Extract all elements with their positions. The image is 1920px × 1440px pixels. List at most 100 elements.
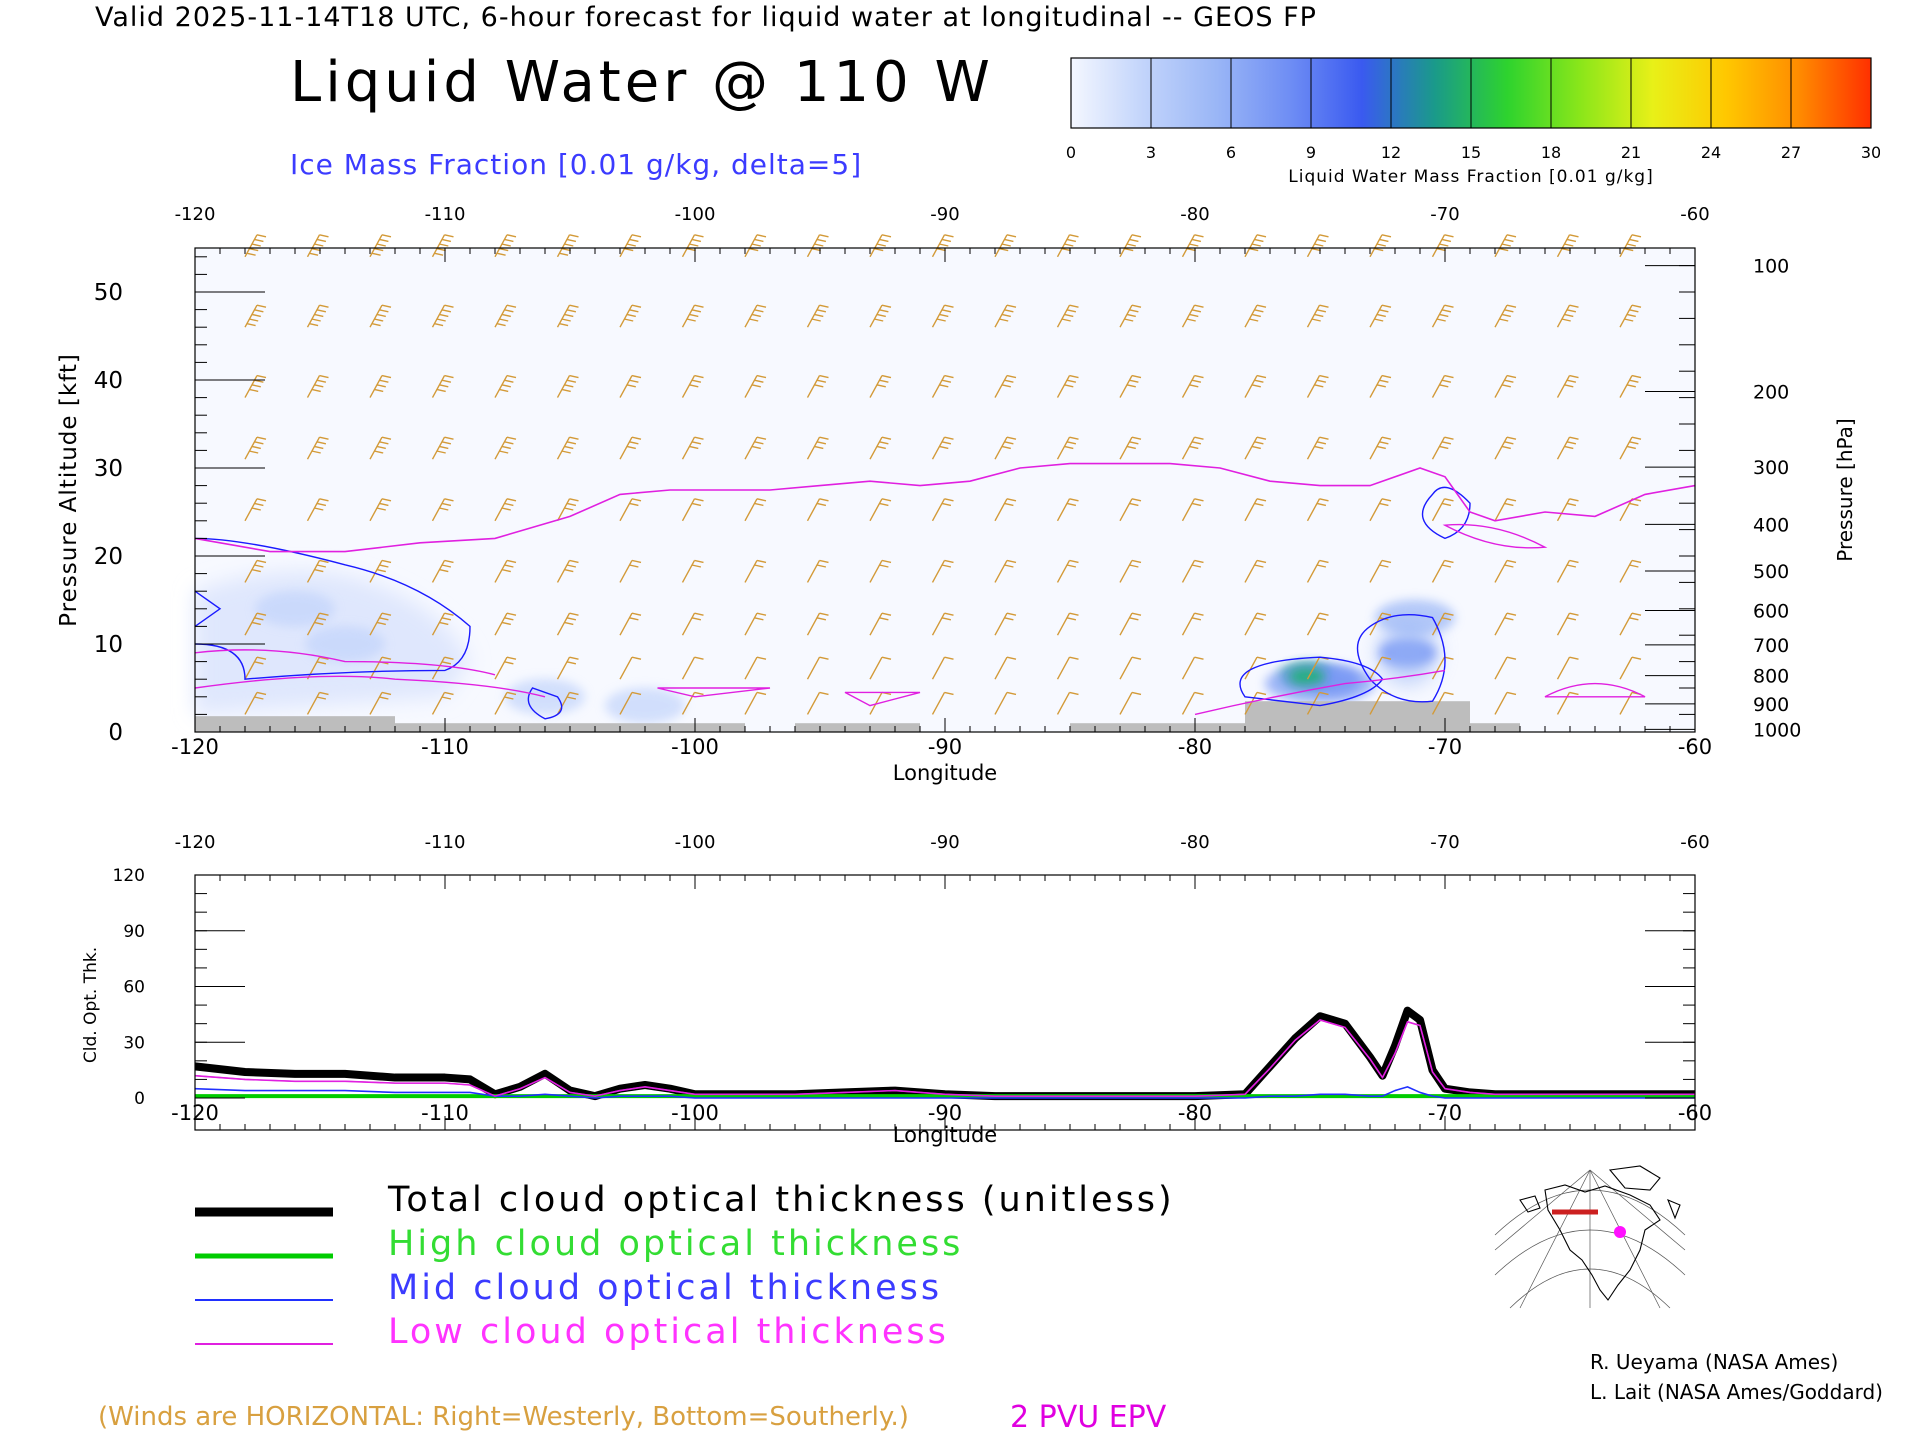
wind-barb [619,234,642,258]
wind-barb [244,234,267,258]
wind-barb [431,691,454,715]
x-tick-label: -110 [421,735,469,759]
y-tick-label: 30 [94,456,123,482]
wind-barb [556,559,579,583]
colorbar-tick-label: 9 [1306,143,1316,162]
ice-mass-subtitle: Ice Mass Fraction [0.01 g/kg, delta=5] [290,148,863,181]
x-top-tick-label: -120 [175,204,216,225]
ice-contour-upper [1421,486,1471,540]
ice-contour-cluster [1239,656,1384,707]
credit-lait: L. Lait (NASA Ames/Goddard) [1590,1380,1883,1404]
wind-barb [369,612,392,636]
wind-barb [431,436,454,460]
wind-barb [994,691,1017,715]
wind-barb [306,436,329,460]
wind-barb [1619,612,1642,636]
wind-barb [1244,234,1267,258]
opt-y-tick-label: 90 [123,922,145,942]
liquid-water-blob [605,687,685,724]
opt-x-top-tick-label: -110 [425,832,466,853]
wind-barb [681,559,704,583]
optical-thickness-xlabel: Longitude [893,1123,997,1147]
epv-contours [194,649,1646,716]
wind-barb [1619,304,1642,328]
wind-barb [369,498,392,522]
wind-barb [619,691,642,715]
wind-barb [931,234,954,258]
pressure-tick-label: 800 [1753,666,1789,688]
opt-x-tick-label: -120 [171,1101,219,1125]
ice-contour-west [194,537,471,680]
x-tick-label: -80 [1178,735,1212,759]
wind-barb [806,691,829,715]
wind-barb [1494,234,1517,258]
wind-barb [994,436,1017,460]
wind-barb [1494,656,1517,680]
series-line-mid [194,1086,1695,1099]
wind-barb [1494,691,1517,715]
wind-barb [244,304,267,328]
opt-y-tick-label: 60 [123,978,145,998]
wind-barb [1119,559,1142,583]
colorbar-tick-label: 27 [1781,143,1801,162]
wind-barb [494,436,517,460]
x-top-tick-label: -80 [1180,204,1209,225]
wind-barb [681,374,704,398]
wind-barb [1369,436,1392,460]
wind-barb [619,612,642,636]
wind-barb [369,691,392,715]
wind-barb [1119,612,1142,636]
wind-barb [744,559,767,583]
wind-barb [1431,612,1454,636]
x-top-tick-label: -70 [1430,204,1459,225]
x-tick-label: -90 [928,735,962,759]
wind-barb [994,559,1017,583]
wind-barb [681,234,704,258]
wind-barb [744,691,767,715]
wind-barb [619,374,642,398]
opt-x-tick-label: -80 [1178,1101,1212,1125]
wind-barb [1056,436,1079,460]
wind-barb [806,374,829,398]
wind-barb [1306,498,1329,522]
wind-barb [306,656,329,680]
liquid-water-cluster-east [1377,620,1438,685]
wind-barb [1556,612,1579,636]
colorbar-tick-label: 30 [1861,143,1880,162]
liquid-water-cluster [1265,663,1375,704]
wind-barb [681,498,704,522]
surface-terrain [795,723,920,732]
wind-barb [1181,559,1204,583]
wind-barb [306,374,329,398]
cross-section-y2label: Pressure [hPa] [1833,418,1857,561]
legend-label-total: Total cloud optical thickness (unitless) [388,1180,1175,1220]
wind-barb [806,498,829,522]
epv-contour-west [194,649,546,698]
opt-x-top-tick-label: -60 [1680,832,1709,853]
wind-barb [1119,374,1142,398]
legend-label-mid: Mid cloud optical thickness [388,1268,943,1308]
colorbar-tick-label: 0 [1066,143,1076,162]
opt-x-tick-label: -100 [671,1101,719,1125]
wind-barb [244,498,267,522]
wind-barb [931,691,954,715]
wind-barb [1056,374,1079,398]
liquid-water-blob [305,626,385,662]
wind-barb [1244,374,1267,398]
wind-barb [869,234,892,258]
wind-barb [1181,304,1204,328]
wind-barb [369,559,392,583]
wind-barb [1369,234,1392,258]
wind-barb [1181,234,1204,258]
colorbar-ticks: 0 3 6 9 12 15 18 21 24 27 30 [1066,143,1880,162]
wind-barb [994,374,1017,398]
wind-barb [1431,656,1454,680]
wind-barb [1244,436,1267,460]
wind-barb [806,656,829,680]
opt-x-top-tick-label: -90 [930,832,959,853]
wind-barb [431,374,454,398]
wind-barb [1431,304,1454,328]
opt-x-tick-label: -90 [928,1101,962,1125]
wind-barb [1494,436,1517,460]
wind-barb [244,374,267,398]
